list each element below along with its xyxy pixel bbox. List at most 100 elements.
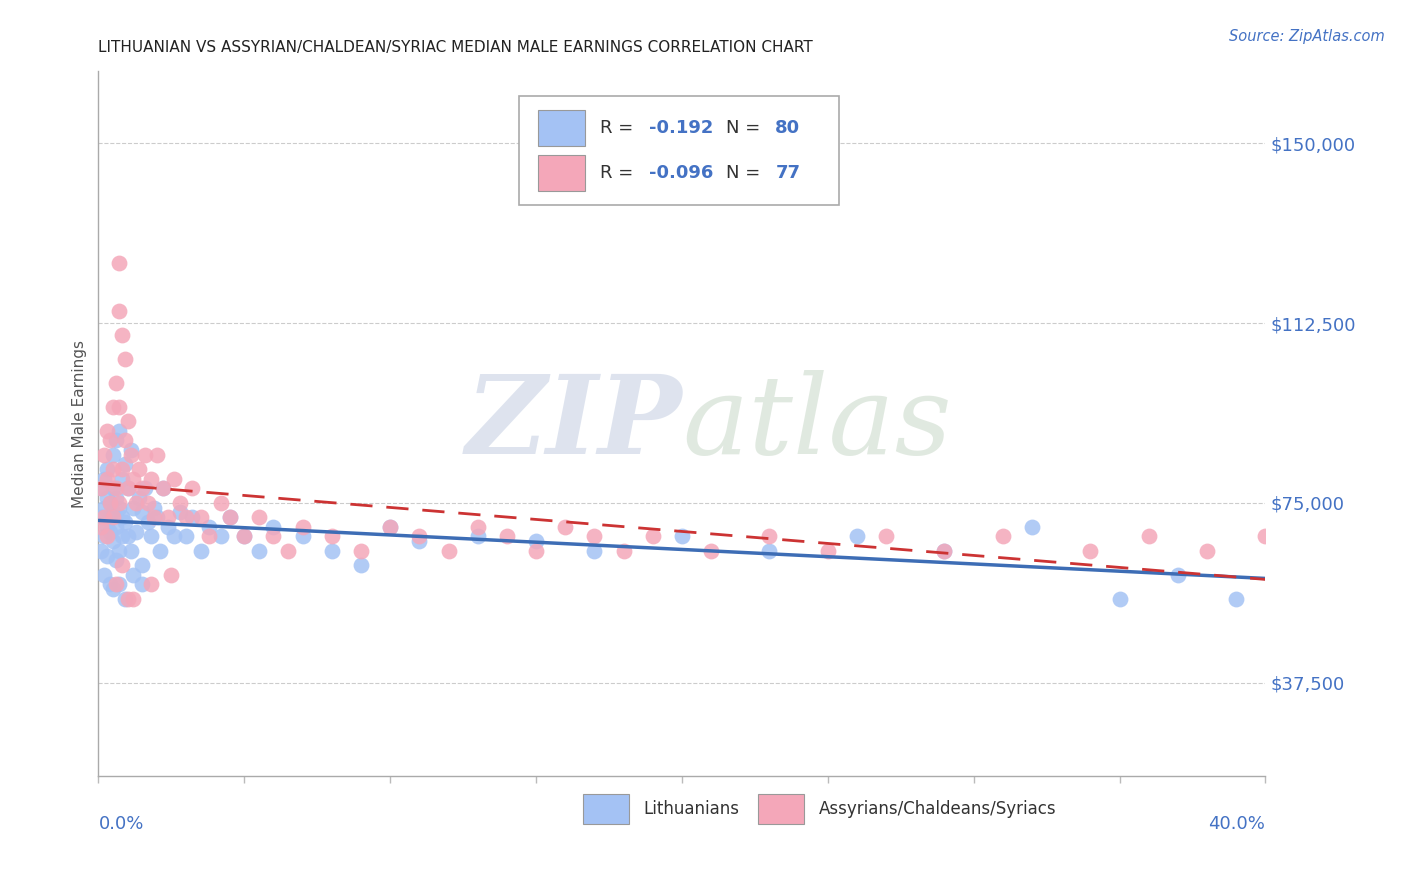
- Point: [247, 510, 270, 524]
- Point: [101, 510, 124, 524]
- Text: 40.0%: 40.0%: [1209, 814, 1265, 833]
- Point: [146, 448, 169, 462]
- Point: [209, 496, 232, 510]
- Point: [218, 510, 240, 524]
- Point: [163, 529, 186, 543]
- Y-axis label: Median Male Earnings: Median Male Earnings: [72, 340, 87, 508]
- Point: [1108, 591, 1130, 606]
- Point: [146, 510, 169, 524]
- Point: [321, 543, 343, 558]
- Point: [1021, 520, 1043, 534]
- Point: [131, 505, 153, 519]
- Point: [101, 534, 124, 549]
- Point: [1137, 529, 1160, 543]
- Point: [101, 582, 124, 596]
- Point: [125, 524, 148, 539]
- Point: [671, 529, 693, 543]
- Point: [218, 510, 240, 524]
- Point: [108, 424, 131, 438]
- Point: [169, 505, 191, 519]
- Point: [139, 577, 162, 591]
- Point: [96, 462, 118, 476]
- Point: [163, 472, 186, 486]
- Point: [122, 567, 145, 582]
- Point: [380, 520, 402, 534]
- Point: [934, 543, 956, 558]
- Point: [101, 482, 124, 496]
- Point: [583, 529, 606, 543]
- Point: [93, 529, 115, 543]
- Point: [104, 482, 127, 496]
- Point: [104, 491, 127, 505]
- Point: [408, 534, 430, 549]
- Text: 80: 80: [775, 120, 800, 137]
- Text: -0.096: -0.096: [650, 164, 714, 182]
- Point: [125, 496, 148, 510]
- Point: [262, 520, 284, 534]
- Point: [408, 529, 430, 543]
- Point: [104, 376, 127, 390]
- Point: [1167, 567, 1189, 582]
- Point: [108, 256, 131, 270]
- Point: [98, 510, 121, 524]
- Point: [93, 500, 115, 515]
- Point: [758, 529, 780, 543]
- Point: [111, 558, 134, 573]
- Point: [233, 529, 256, 543]
- Text: 77: 77: [775, 164, 800, 182]
- Point: [142, 510, 165, 524]
- Point: [1080, 543, 1102, 558]
- Point: [157, 520, 180, 534]
- Point: [120, 448, 142, 462]
- Text: atlas: atlas: [682, 370, 952, 477]
- Point: [139, 472, 162, 486]
- Point: [96, 491, 118, 505]
- Point: [277, 543, 299, 558]
- Text: Lithuanians: Lithuanians: [644, 800, 740, 818]
- Point: [104, 434, 127, 448]
- Point: [108, 543, 131, 558]
- Bar: [758, 795, 804, 824]
- Bar: [538, 110, 585, 146]
- Point: [93, 472, 115, 486]
- Point: [142, 500, 165, 515]
- Point: [98, 524, 121, 539]
- Point: [136, 515, 159, 529]
- Point: [104, 577, 127, 591]
- Point: [96, 424, 118, 438]
- Point: [1195, 543, 1218, 558]
- Point: [136, 496, 159, 510]
- Point: [350, 558, 373, 573]
- Point: [111, 462, 134, 476]
- Point: [96, 472, 118, 486]
- Point: [98, 496, 121, 510]
- Point: [190, 543, 212, 558]
- Point: [114, 515, 136, 529]
- Point: [117, 414, 139, 428]
- Bar: [538, 155, 585, 192]
- Point: [101, 462, 124, 476]
- Text: N =: N =: [727, 120, 766, 137]
- Point: [174, 510, 197, 524]
- Text: LITHUANIAN VS ASSYRIAN/CHALDEAN/SYRIAC MEDIAN MALE EARNINGS CORRELATION CHART: LITHUANIAN VS ASSYRIAN/CHALDEAN/SYRIAC M…: [98, 40, 813, 55]
- Point: [467, 529, 489, 543]
- Point: [128, 491, 150, 505]
- Point: [120, 543, 142, 558]
- Text: Assyrians/Chaldeans/Syriacs: Assyrians/Chaldeans/Syriacs: [818, 800, 1056, 818]
- Point: [131, 577, 153, 591]
- Point: [583, 543, 606, 558]
- Point: [875, 529, 897, 543]
- Point: [160, 567, 183, 582]
- Point: [90, 510, 112, 524]
- Point: [96, 549, 118, 563]
- Point: [233, 529, 256, 543]
- Point: [174, 529, 197, 543]
- Point: [496, 529, 519, 543]
- Point: [101, 400, 124, 414]
- Point: [817, 543, 839, 558]
- Point: [291, 529, 314, 543]
- Point: [98, 496, 121, 510]
- Point: [90, 543, 112, 558]
- Point: [128, 462, 150, 476]
- Point: [108, 500, 131, 515]
